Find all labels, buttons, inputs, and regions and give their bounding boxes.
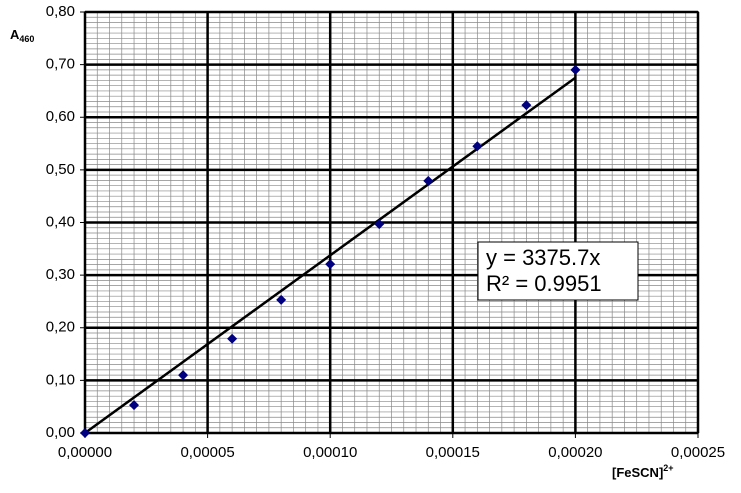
annotation-box [477,241,639,301]
y-tick-label: 0,40 [46,213,75,230]
r-squared: R² = 0.9951 [486,271,602,296]
y-tick-label: 0,50 [46,161,75,178]
x-tick-label: 0,00005 [180,444,234,461]
data-point [570,64,581,75]
y-tick-label: 0,00 [46,424,75,441]
y-tick-label: 0,70 [46,56,75,73]
x-tick-label: 0,00000 [58,444,112,461]
data-point [472,141,483,152]
x-tick-label: 0,00025 [671,444,725,461]
x-tick-label: 0,00020 [548,444,602,461]
x-axis-label-sup: 2+ [663,463,673,473]
y-tick-label: 0,60 [46,108,75,125]
y-axis-label: A460 [10,27,34,44]
trendline [84,76,577,435]
plot-border [84,11,699,434]
data-point [129,400,140,411]
data-point [276,294,287,305]
y-tick-label: 0,30 [46,266,75,283]
x-axis-label: [FeSCN]2+ [612,463,674,480]
y-axis-label-sub: 460 [19,34,34,44]
data-point [178,370,189,381]
data-point [423,175,434,186]
data-point [374,219,385,230]
x-tick-label: 0,00015 [426,444,480,461]
y-tick-label: 0,10 [46,371,75,388]
trendline-equation: y = 3375.7x [486,245,600,270]
data-point [521,100,532,111]
data-point [80,428,90,438]
y-tick-label: 0,20 [46,319,75,336]
y-tick-label: 0,80 [46,3,75,20]
data-point [227,333,238,344]
x-axis-label-main: [FeSCN] [612,465,663,480]
data-point [325,259,336,270]
y-axis-label-main: A [10,27,20,42]
x-tick-label: 0,00010 [303,444,357,461]
